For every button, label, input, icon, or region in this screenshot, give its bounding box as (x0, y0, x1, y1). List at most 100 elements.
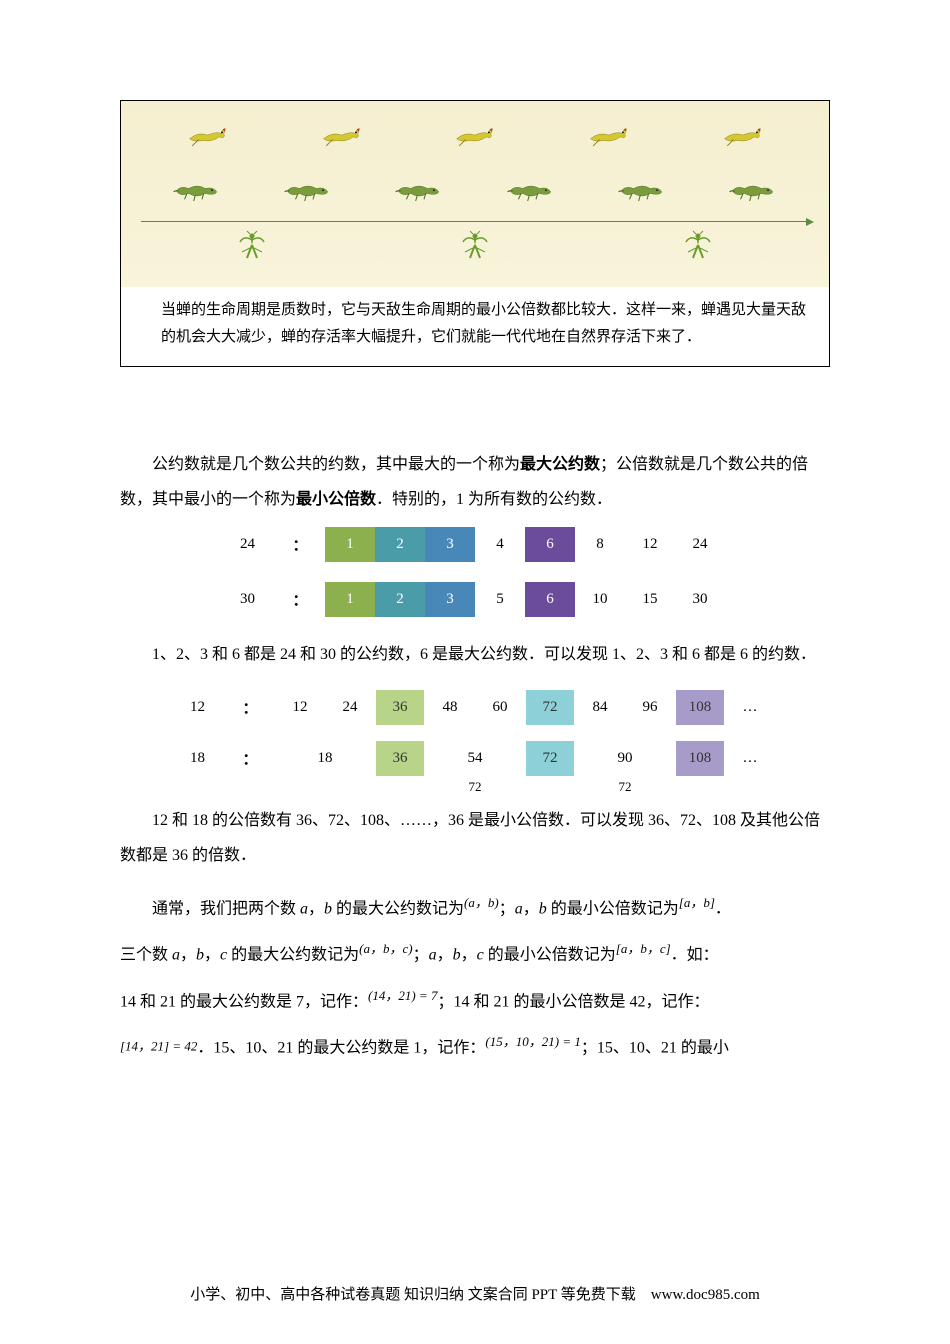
number-cell: 24 (326, 690, 374, 725)
lcm-notation: [a，b] (679, 895, 715, 910)
lizard-icon (617, 176, 667, 211)
number-cell: 36 (376, 690, 424, 725)
number-cell: 108 (676, 741, 724, 776)
colon: ： (226, 690, 274, 725)
colon: ： (226, 741, 274, 776)
notation-text: ， (204, 947, 220, 964)
notation-text: ， (308, 900, 324, 917)
mantis-icon (678, 230, 718, 270)
number-cell: 96 (626, 690, 674, 725)
number-cell: 90 (576, 741, 674, 776)
var-b: b (539, 900, 547, 917)
number-cell: 10 (575, 582, 625, 617)
sub-cell: 72 (426, 778, 524, 796)
notation-text: ， (461, 947, 477, 964)
notation-paragraph-2: 三个数 a，b，c 的最大公约数记为(a，b，c)；a，b，c 的最小公倍数记为… (120, 934, 830, 973)
animal-illustration (121, 101, 829, 287)
gcd3-notation: (a，b，c) (359, 941, 412, 956)
number-cell: 12 (276, 690, 324, 725)
lizard-icon (172, 176, 222, 211)
lizard-icon (283, 176, 333, 211)
bird-row (141, 111, 809, 166)
lizard-row (141, 166, 809, 221)
notation-paragraph-4: [14，21] = 42．15、10、21 的最大公约数是 1，记作：(15，1… (120, 1027, 830, 1066)
sub-row: 72 72 (176, 778, 774, 796)
row-label: 18 (176, 741, 224, 776)
intro-paragraph: 公约数就是几个数公共的约数，其中最大的一个称为最大公约数；公倍数就是几个数公共的… (120, 447, 830, 517)
bird-icon (720, 121, 765, 156)
illustration-caption: 当蝉的生命周期是质数时，它与天敌生命周期的最小公倍数都比较大．这样一来，蝉遇见大… (121, 287, 829, 366)
number-cell: 5 (475, 582, 525, 617)
notation-text: ；15、10、21 的最小 (581, 1040, 729, 1057)
row-label: 12 (176, 690, 224, 725)
page-footer: 小学、初中、高中各种试卷真题 知识归纳 文案合同 PPT 等免费下载 www.d… (0, 1283, 950, 1304)
example-lcm: [14，21] = 42 (120, 1039, 197, 1054)
row-label: 30 (225, 582, 275, 617)
ellipsis: … (726, 741, 774, 776)
number-cell: 12 (625, 527, 675, 562)
number-cell: 108 (676, 690, 724, 725)
notation-text: 的最大公约数记为 (332, 900, 464, 917)
term-lcm: 最小公倍数 (296, 491, 376, 508)
multiples-explanation: 12 和 18 的公倍数有 36、72、108、……，36 是最小公倍数．可以发… (120, 803, 830, 873)
number-cell: 6 (525, 582, 575, 617)
table-row: 24：1234681224 (225, 527, 725, 562)
lcm3-notation: [a，b，c] (616, 941, 671, 956)
var-a: a (300, 900, 308, 917)
mantis-icon (232, 230, 272, 270)
number-cell: 18 (276, 741, 374, 776)
notation-text: 14 和 21 的最大公约数是 7，记作： (120, 993, 368, 1010)
number-cell: 1 (325, 582, 375, 617)
var-a: a (429, 947, 437, 964)
notation-text: ．15、10、21 的最大公约数是 1，记作： (197, 1040, 485, 1057)
number-cell: 72 (526, 741, 574, 776)
notation-text: ；14 和 21 的最小公倍数是 42，记作： (437, 993, 709, 1010)
number-cell: 84 (576, 690, 624, 725)
divisor-explanation: 1、2、3 和 6 都是 24 和 30 的公约数，6 是最大公约数．可以发现 … (120, 637, 830, 672)
term-gcd: 最大公约数 (520, 456, 600, 473)
var-b: b (196, 947, 204, 964)
number-cell: 36 (376, 741, 424, 776)
lizard-icon (506, 176, 556, 211)
sub-cell: 72 (576, 778, 674, 796)
number-cell: 4 (475, 527, 525, 562)
number-cell: 24 (675, 527, 725, 562)
number-cell: 6 (525, 527, 575, 562)
number-cell: 1 (325, 527, 375, 562)
notation-text: ， (437, 947, 453, 964)
mantis-row (141, 222, 809, 277)
colon: ： (275, 527, 325, 562)
bird-icon (452, 121, 497, 156)
notation-text: 的最小公倍数记为 (484, 947, 616, 964)
notation-paragraph-3: 14 和 21 的最大公约数是 7，记作：(14，21) = 7；14 和 21… (120, 981, 830, 1020)
number-cell: 8 (575, 527, 625, 562)
table-row: 12：1224364860728496108… (176, 690, 774, 725)
number-cell: 3 (425, 527, 475, 562)
multiples-table: 12：1224364860728496108… 18：1836547290108…… (174, 688, 776, 798)
number-cell: 2 (375, 527, 425, 562)
notation-text: ． (715, 900, 731, 917)
gcd-notation: (a，b) (464, 895, 499, 910)
number-cell: 60 (476, 690, 524, 725)
lizard-icon (394, 176, 444, 211)
bird-icon (586, 121, 631, 156)
timeline-arrow (141, 221, 809, 222)
notation-text: ； (499, 900, 515, 917)
example-gcd: (14，21) = 7 (368, 988, 437, 1003)
notation-text: 通常，我们把两个数 (152, 900, 300, 917)
var-a: a (515, 900, 523, 917)
colon: ： (275, 582, 325, 617)
illustration-container: 当蝉的生命周期是质数时，它与天敌生命周期的最小公倍数都比较大．这样一来，蝉遇见大… (120, 100, 830, 367)
intro-text-1: 公约数就是几个数公共的约数，其中最大的一个称为 (152, 456, 520, 473)
intro-text-3: ．特别的，1 为所有数的公约数． (376, 491, 612, 508)
notation-paragraph-1: 通常，我们把两个数 a，b 的最大公约数记为(a，b)；a，b 的最小公倍数记为… (120, 888, 830, 927)
example-gcd3: (15，10，21) = 1 (485, 1034, 580, 1049)
var-a: a (172, 947, 180, 964)
notation-text: 的最大公约数记为 (227, 947, 359, 964)
notation-text: ， (180, 947, 196, 964)
mantis-icon (455, 230, 495, 270)
number-cell: 3 (425, 582, 475, 617)
table-row: 18：1836547290108… (176, 741, 774, 776)
notation-text: ； (413, 947, 429, 964)
var-b: b (453, 947, 461, 964)
